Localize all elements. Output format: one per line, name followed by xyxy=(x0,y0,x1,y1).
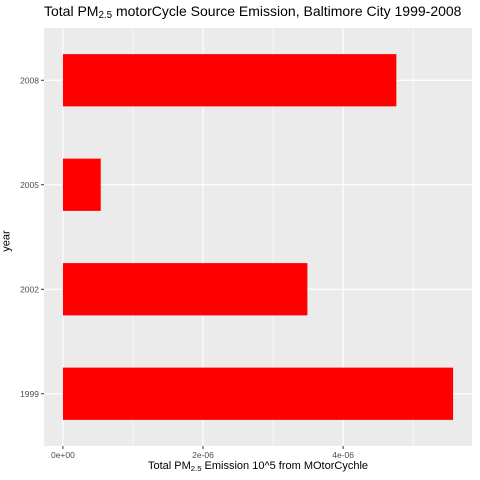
x-axis-label: Total PM2.5 Emission 10^5 from MOtorCych… xyxy=(44,460,472,473)
y-tick-label: 2002 xyxy=(20,284,39,294)
x-tick-label: 2e-06 xyxy=(192,450,214,460)
x-tick-label: 4e-06 xyxy=(332,450,354,460)
bar-2005 xyxy=(63,159,101,211)
bar-2002 xyxy=(63,263,307,315)
y-tick-label: 2008 xyxy=(20,75,39,85)
y-tick-label: 1999 xyxy=(20,389,39,399)
y-tick-label: 2005 xyxy=(20,180,39,190)
bar-1999 xyxy=(63,368,453,420)
y-axis-label: year xyxy=(2,235,18,251)
bar-2008 xyxy=(63,54,396,106)
x-tick-label: 0e+00 xyxy=(51,450,75,460)
